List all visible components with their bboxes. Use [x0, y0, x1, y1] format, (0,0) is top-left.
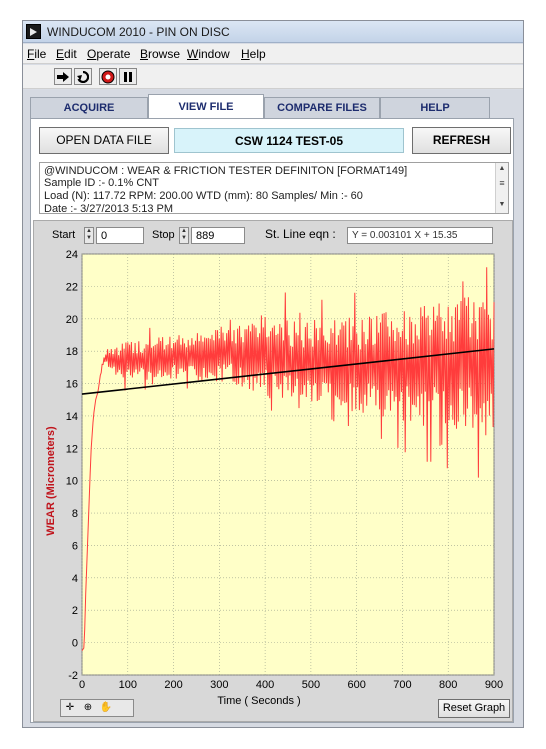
- x-tick-label: 900: [485, 679, 503, 691]
- info-sample-line: Sample ID :- 0.1% CNT: [44, 177, 159, 189]
- refresh-button[interactable]: REFRESH: [412, 127, 511, 154]
- x-tick-label: 400: [256, 679, 274, 691]
- pause-icon[interactable]: [119, 68, 137, 85]
- wear-graph-panel: Start ▲ ▼ 0 Stop ▲ ▼ 889 St. Line eqn : Y …: [33, 220, 513, 722]
- info-scrollbar[interactable]: ▲ ≡ ▼: [495, 163, 508, 213]
- y-tick-label: 4: [72, 573, 78, 585]
- line-equation-display: Y = 0.003101 X + 15.35: [347, 227, 493, 244]
- y-tick-label: 16: [66, 379, 78, 391]
- y-tick-label: 24: [66, 249, 78, 261]
- main-panel: ACQUIRE VIEW FILE COMPARE FILES HELP OPE…: [23, 90, 523, 727]
- x-gridlines: [81, 254, 495, 675]
- x-tick-label: 600: [347, 679, 365, 691]
- x-tick-labels: 0 100 200 300 400 500 600 700 800 900: [79, 679, 503, 691]
- info-load-line: Load (N): 117.72 RPM: 200.00 WTD (mm): 8…: [44, 190, 363, 202]
- y-tick-label: 6: [72, 540, 78, 552]
- reset-graph-button[interactable]: Reset Graph: [438, 699, 510, 718]
- y-tick-label: 8: [72, 508, 78, 520]
- plot-area: [81, 253, 495, 676]
- x-tick-label: 500: [302, 679, 320, 691]
- x-tick-label: 300: [210, 679, 228, 691]
- menu-bar: File Edit Operate Browse Window Help: [23, 44, 523, 64]
- run-arrow-icon[interactable]: [54, 68, 72, 85]
- y-tick-label: 12: [66, 443, 78, 455]
- file-info-textbox[interactable]: @WINDUCOM : WEAR & FRICTION TESTER DEFIN…: [39, 162, 509, 214]
- y-axis-title: WEAR (Micrometers): [45, 426, 57, 536]
- pan-hand-icon[interactable]: ✋: [99, 702, 113, 713]
- run-continuous-icon[interactable]: [74, 68, 92, 85]
- y-tick-label: 2: [72, 605, 78, 617]
- y-tick-label: 18: [66, 346, 78, 358]
- open-data-file-button[interactable]: OPEN DATA FILE: [39, 127, 169, 154]
- zoom-icon[interactable]: ⊕: [83, 702, 93, 713]
- line-equation-label: St. Line eqn :: [265, 227, 336, 241]
- x-axis-title: Time ( Seconds ): [217, 695, 300, 707]
- toolbar: [23, 65, 523, 89]
- tab-view-file[interactable]: VIEW FILE: [148, 94, 264, 119]
- app-window: WINDUCOM 2010 - PIN ON DISC File Edit Op…: [22, 20, 524, 728]
- scroll-up-icon[interactable]: ▲: [498, 165, 506, 172]
- title-bar: WINDUCOM 2010 - PIN ON DISC: [23, 21, 523, 43]
- y-tick-label: 0: [72, 638, 78, 650]
- app-icon: [26, 24, 41, 39]
- x-tick-label: 700: [393, 679, 411, 691]
- graph-palette: ✛ ⊕ ✋: [60, 699, 134, 717]
- y-tick-label: -2: [68, 670, 78, 682]
- file-name-display: CSW 1124 TEST-05: [174, 128, 404, 153]
- stop-label: Stop: [152, 229, 175, 241]
- x-tick-label: 200: [164, 679, 182, 691]
- menu-file[interactable]: File: [27, 47, 47, 61]
- x-tick-label: 800: [439, 679, 457, 691]
- info-date-line: Date :- 3/27/2013 5:13 PM: [44, 203, 174, 214]
- y-tick-label: 10: [66, 476, 78, 488]
- tab-acquire[interactable]: ACQUIRE: [30, 97, 148, 118]
- stop-spinner[interactable]: ▲ ▼: [179, 227, 189, 244]
- y-tick-label: 14: [66, 411, 78, 423]
- start-input[interactable]: 0: [96, 227, 144, 244]
- menu-window[interactable]: Window: [187, 47, 230, 61]
- y-tick-label: 20: [66, 314, 78, 326]
- start-label: Start: [52, 229, 76, 241]
- tab-strip: ACQUIRE VIEW FILE COMPARE FILES HELP: [30, 94, 492, 119]
- menu-browse[interactable]: Browse: [140, 47, 181, 61]
- y-tick-label: 22: [66, 281, 78, 293]
- menu-edit[interactable]: Edit: [56, 47, 77, 61]
- stop-input[interactable]: 889: [191, 227, 245, 244]
- view-file-page: OPEN DATA FILE CSW 1124 TEST-05 REFRESH …: [30, 118, 514, 723]
- tab-help[interactable]: HELP: [380, 97, 490, 118]
- tab-compare-files[interactable]: COMPARE FILES: [264, 97, 380, 118]
- x-tick-label: 0: [79, 679, 85, 691]
- wear-series-line: [81, 267, 495, 651]
- info-format-line: @WINDUCOM : WEAR & FRICTION TESTER DEFIN…: [44, 165, 408, 177]
- scroll-thumb-icon[interactable]: ≡: [499, 178, 505, 188]
- fit-line: [81, 348, 495, 395]
- menu-operate[interactable]: Operate: [87, 47, 131, 61]
- menu-help[interactable]: Help: [241, 47, 266, 61]
- window-title: WINDUCOM 2010 - PIN ON DISC: [47, 25, 230, 39]
- start-spinner[interactable]: ▲ ▼: [84, 227, 94, 244]
- wear-chart[interactable]: 0 100 200 300 400 500 600 700 800 900 -2024681012…: [34, 221, 514, 723]
- x-tick-label: 100: [119, 679, 137, 691]
- abort-stop-icon[interactable]: [99, 68, 117, 85]
- scroll-down-icon[interactable]: ▼: [498, 201, 506, 208]
- cursor-move-icon[interactable]: ✛: [65, 702, 75, 713]
